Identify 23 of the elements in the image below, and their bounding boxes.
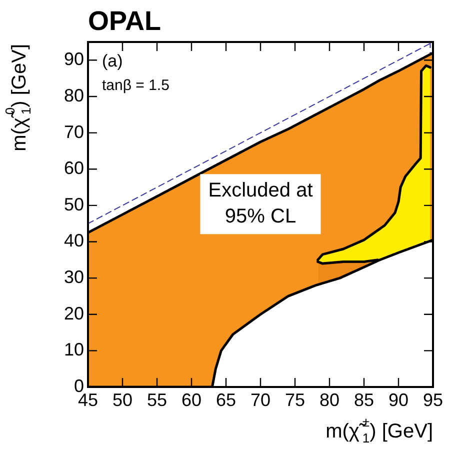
y-tick-label: 90 [64, 49, 84, 70]
y-tick-label: 10 [64, 340, 84, 360]
y-tick-label: 60 [64, 158, 84, 178]
y-tick-label: 30 [64, 267, 84, 288]
y-tick-label: 20 [64, 303, 84, 324]
annotation: (a) [102, 52, 123, 71]
x-tick-label: 90 [388, 390, 409, 410]
chart-title: OPAL [88, 6, 161, 36]
x-tick-label: 65 [216, 390, 236, 410]
x-tick-label: 75 [284, 390, 306, 410]
y-tick-label: 40 [64, 230, 84, 251]
x-tick-label: 85 [354, 390, 374, 410]
y-tick-label: 70 [64, 122, 84, 142]
x-tick-label: 50 [112, 390, 133, 410]
x-tick-label: 95 [422, 390, 444, 410]
annotation: Excluded at 95% CL [208, 180, 314, 228]
annotation: tanβ = 1.5 [102, 77, 170, 94]
x-tick-label: 55 [146, 390, 168, 410]
x-tick-label: 70 [250, 390, 271, 410]
x-tick-label: 80 [319, 390, 340, 410]
y-tick-label: 80 [64, 85, 84, 106]
x-tick-label: 60 [181, 390, 202, 410]
y-tick-label: 50 [64, 194, 84, 214]
